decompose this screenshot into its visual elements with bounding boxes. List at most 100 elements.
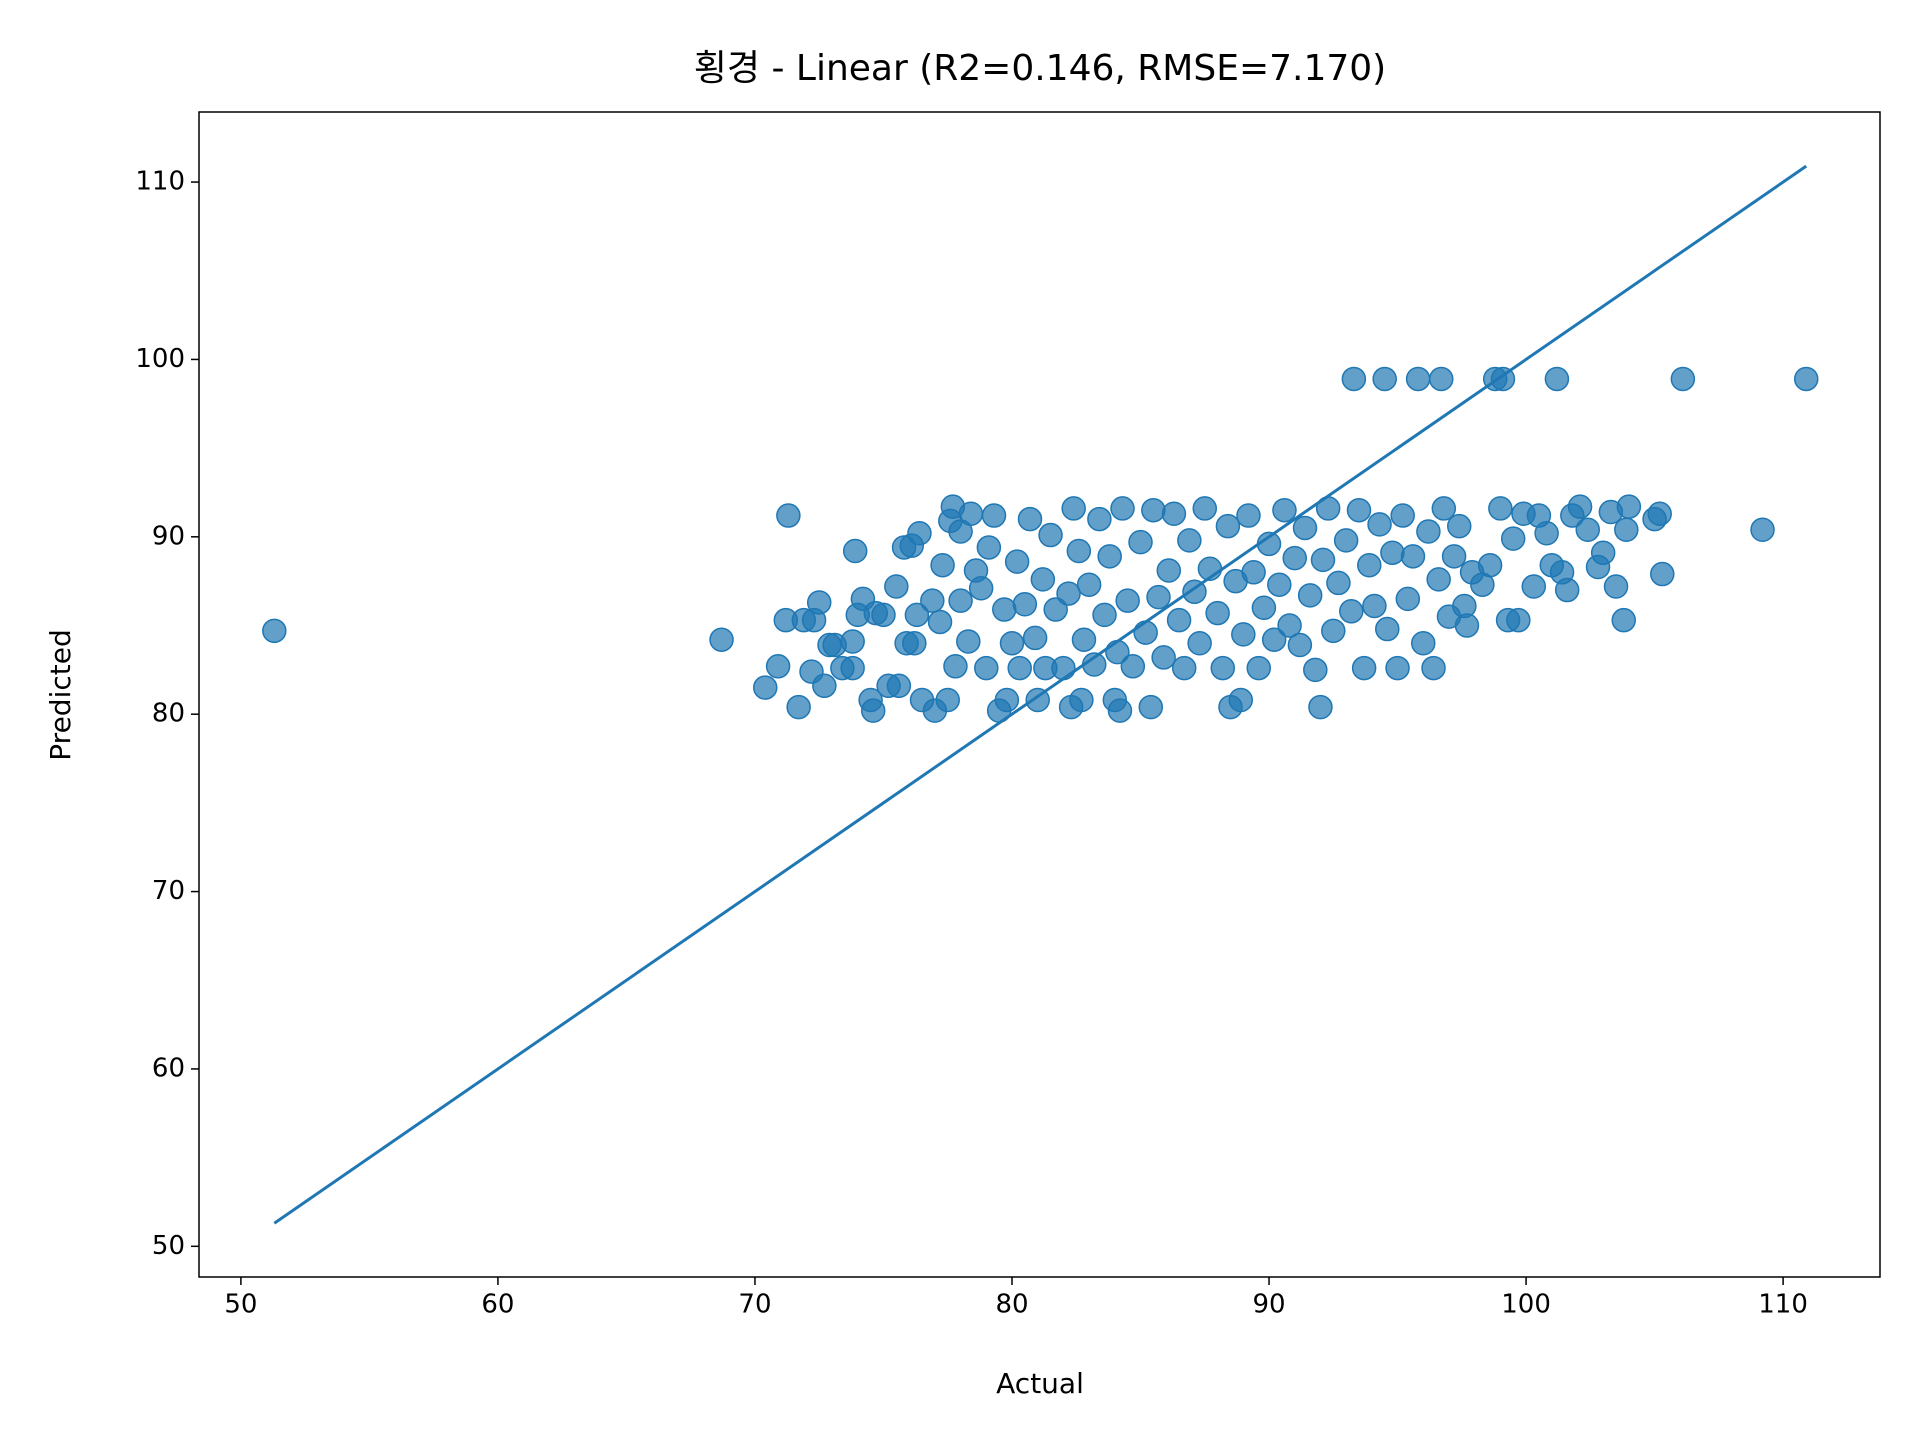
point <box>776 503 801 528</box>
point <box>1500 526 1526 551</box>
point <box>1110 496 1135 521</box>
point <box>1750 517 1775 542</box>
point <box>930 552 955 578</box>
point <box>1488 496 1513 521</box>
point <box>1421 655 1446 681</box>
point <box>920 588 945 613</box>
point <box>1310 547 1336 573</box>
point <box>1426 567 1451 592</box>
point <box>1120 654 1146 679</box>
point <box>968 576 994 601</box>
x-tick-label: 110 <box>1758 1290 1808 1320</box>
point <box>1321 618 1346 644</box>
point <box>765 654 791 679</box>
point <box>1051 655 1076 681</box>
point <box>1012 591 1038 617</box>
y-tick-label: 60 <box>152 1053 185 1083</box>
point <box>752 675 778 700</box>
point <box>1333 528 1359 553</box>
point <box>1156 558 1182 583</box>
point <box>1367 512 1392 537</box>
point <box>1151 645 1176 670</box>
point <box>904 602 930 628</box>
point <box>1166 607 1192 633</box>
point <box>1241 560 1266 585</box>
point <box>1267 572 1292 597</box>
point <box>1351 655 1377 681</box>
point <box>1087 506 1112 532</box>
point <box>1038 522 1063 548</box>
x-tick-label: 60 <box>481 1290 514 1320</box>
point <box>1567 494 1593 519</box>
point <box>1647 501 1672 527</box>
y-axis-label: Predicted <box>44 629 77 760</box>
point <box>1251 595 1277 621</box>
x-axis-label: Actual <box>996 1367 1084 1400</box>
point <box>1477 552 1503 578</box>
point <box>1177 528 1202 553</box>
point <box>948 588 973 613</box>
point <box>1161 501 1187 527</box>
point <box>1246 655 1271 681</box>
point <box>1210 655 1236 681</box>
point <box>981 503 1007 528</box>
point <box>1272 497 1297 523</box>
point <box>1022 625 1048 651</box>
point <box>1261 627 1287 652</box>
point <box>1097 544 1122 569</box>
point <box>976 535 1002 560</box>
point <box>842 538 868 564</box>
point <box>1375 616 1400 642</box>
point <box>1405 366 1431 392</box>
point <box>1287 632 1313 658</box>
point <box>709 627 734 652</box>
point <box>1441 544 1467 569</box>
point <box>1228 687 1254 713</box>
point <box>1339 599 1364 624</box>
point <box>1590 540 1616 566</box>
point <box>994 687 1020 713</box>
point <box>1521 574 1547 599</box>
point <box>902 630 927 656</box>
point <box>1575 517 1601 542</box>
point <box>1308 694 1333 720</box>
point <box>812 673 837 699</box>
point <box>999 630 1025 656</box>
point <box>1670 366 1696 392</box>
point <box>1115 588 1140 613</box>
y-tick-label: 70 <box>152 876 185 906</box>
point <box>1192 496 1218 521</box>
point <box>1303 657 1328 683</box>
point <box>974 655 999 681</box>
point <box>1030 567 1056 592</box>
point <box>1141 497 1166 523</box>
point <box>840 655 865 681</box>
point <box>1017 506 1043 532</box>
point <box>884 574 909 599</box>
point <box>860 698 886 723</box>
point <box>1357 552 1382 578</box>
point <box>1341 366 1367 392</box>
point <box>1346 497 1372 523</box>
point <box>927 609 953 635</box>
point <box>1205 600 1230 626</box>
point <box>1544 366 1570 392</box>
x-tick-label: 70 <box>738 1290 771 1320</box>
point <box>992 597 1017 622</box>
point <box>1614 517 1639 542</box>
point <box>1534 521 1559 546</box>
y-tick-label: 80 <box>152 699 185 729</box>
point <box>1187 630 1212 656</box>
point <box>1071 627 1097 652</box>
point <box>1385 655 1410 681</box>
point <box>1554 577 1580 603</box>
point <box>1236 503 1261 528</box>
point <box>262 618 287 644</box>
point <box>1092 602 1117 628</box>
point <box>1506 607 1531 633</box>
point <box>1362 593 1387 619</box>
plot-frame <box>198 111 1881 1278</box>
point <box>1146 584 1171 610</box>
point <box>1793 366 1819 392</box>
x-tick-label: 50 <box>224 1290 257 1320</box>
